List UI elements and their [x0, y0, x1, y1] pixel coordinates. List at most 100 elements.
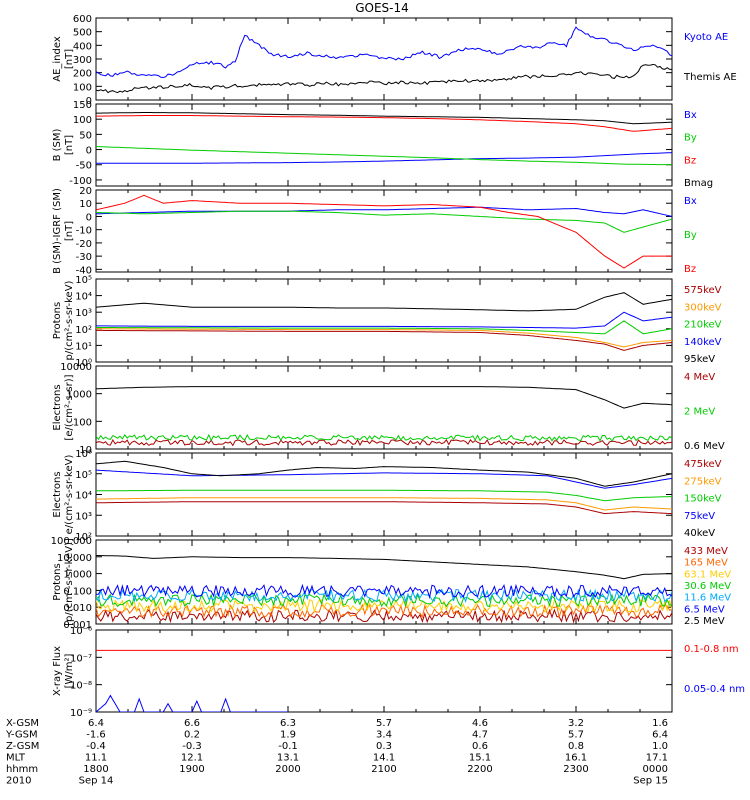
y-tick-label: -20: [76, 239, 92, 250]
legend-label: 4 MeV: [684, 372, 715, 383]
series-line-433-mev: [96, 608, 672, 624]
footer-value: 5.7: [376, 718, 392, 729]
series-group: [96, 26, 672, 94]
legend-label: 2.5 MeV: [684, 616, 725, 627]
y-axis-label: Electrons: [52, 471, 63, 517]
series-line-6-5-mev: [96, 583, 672, 600]
footer-row-label: MLT: [6, 753, 26, 764]
series-line-bmag: [96, 112, 672, 125]
y-tick-label: 100.000: [51, 536, 92, 547]
footer-value: 11.1: [85, 753, 107, 764]
y-tick-label: 200: [73, 69, 92, 80]
footer-value: 12.1: [181, 753, 203, 764]
legend-label: 63.1 MeV: [684, 569, 731, 580]
y-tick-label: 10⁴: [75, 292, 92, 303]
y-tick-label: 100: [73, 417, 92, 428]
y-tick-label: -40: [76, 265, 92, 276]
footer-value: 17.1: [646, 753, 668, 764]
y-tick-label: 600: [73, 14, 92, 25]
legend-label: 0.05-0.4 nm: [684, 684, 745, 695]
series-line-210kev: [96, 320, 672, 335]
footer-value: 6.3: [280, 718, 296, 729]
series-group: [96, 649, 672, 712]
legend-label: 210keV: [684, 320, 722, 331]
legend-label: 30.6 MeV: [684, 581, 731, 592]
y-axis-label: AE_index: [52, 36, 63, 82]
series-line-11-6-mev: [96, 588, 672, 604]
footer-value: -0.3: [182, 741, 202, 752]
y-tick-label: 150: [73, 100, 92, 111]
y-tick-label: 10: [79, 445, 92, 456]
y-tick-label: 10²: [75, 325, 92, 336]
legend-label: 40keV: [684, 528, 715, 539]
legend-label: By: [684, 133, 697, 144]
panel-3: 20 10 0 -10 -20 -30 -40 B (SM)-IGRF (SM) [nT] Bx B…: [52, 186, 697, 276]
series-group: [96, 194, 672, 269]
legend-label: 575keV: [684, 285, 722, 296]
series-line-kyoto-ae: [96, 26, 672, 79]
series-line-2-mev: [96, 433, 672, 442]
panel-8: 10⁻⁶ 10⁻⁷ 10⁻⁸ 10⁻⁹ X-ray Flux [W/m²] 0.1-0.8 …: [52, 626, 745, 719]
footer-value: 4.6: [472, 718, 488, 729]
legend-label: 300keV: [684, 302, 722, 313]
y-tick-label: 1.000: [63, 570, 92, 581]
y-axis-label: B (SM): [52, 128, 63, 161]
figure-title: GOES-14: [355, 1, 409, 15]
series-line-bz: [96, 115, 672, 132]
footer-value: -0.1: [278, 741, 298, 752]
footer-value: 15.1: [469, 753, 491, 764]
legend-label: Bmag: [684, 178, 713, 189]
footer-value: 2200: [467, 764, 492, 775]
footer-value: 16.1: [565, 753, 587, 764]
footer-row-label: hhmm: [6, 764, 38, 775]
footer-value: 5.7: [568, 730, 584, 741]
y-tick-label: 20: [79, 186, 92, 197]
footer-date-start: Sep 14: [79, 776, 114, 787]
panel-7: 100.000 10.000 1.000 0.100 0.010 0.001 Protons…: [51, 536, 732, 631]
y-tick-label: -10: [76, 226, 92, 237]
y-tick-label: 10: [79, 199, 92, 210]
legend-label: Kyoto AE: [684, 32, 728, 43]
series-line-300kev: [96, 328, 672, 348]
series-line-0-6-mev: [96, 386, 672, 409]
footer-value: -1.6: [86, 730, 106, 741]
legend-label: Bx: [684, 110, 697, 121]
legend-label: 140keV: [684, 337, 722, 348]
footer-value: 1900: [179, 764, 204, 775]
y-tick-label: 10²: [75, 532, 92, 543]
y-axis-label: Electrons: [52, 384, 63, 430]
y-tick-label: -30: [76, 252, 92, 263]
series-line-by: [96, 146, 672, 166]
footer-value: 0.8: [568, 741, 584, 752]
footer-value: 0.6: [472, 741, 488, 752]
series-group: [96, 460, 672, 515]
y-tick-label: 0.100: [63, 586, 92, 597]
series-group: [96, 112, 672, 166]
y-axis-label: B (SM)-IGRF (SM): [52, 188, 63, 274]
legend-label: Bx: [684, 196, 697, 207]
series-group: [96, 555, 672, 624]
y-tick-label: 10³: [75, 511, 92, 522]
footer-value: 1.6: [652, 718, 668, 729]
series-line-40kev: [96, 460, 672, 487]
legend-label: 475keV: [684, 459, 722, 470]
footer-value: 0.3: [376, 741, 392, 752]
footer-row-label: X-GSM: [6, 718, 39, 729]
y-tick-label: 10⁵: [75, 275, 92, 286]
series-line-bx: [96, 152, 672, 164]
y-axis-label: e/(cm²-s-sr-keV): [64, 455, 75, 535]
y-axis-label: [W/m²]: [64, 653, 75, 688]
footer-value: 14.1: [373, 753, 395, 764]
legend-label: Bz: [684, 264, 696, 275]
y-tick-label: 10⁻⁸: [70, 681, 92, 692]
series-line-themis-ae: [96, 63, 672, 94]
footer-value: 2100: [371, 764, 396, 775]
y-tick-label: 10³: [75, 308, 92, 319]
legend-label: 11.6 MeV: [684, 593, 731, 604]
footer-value: 6.6: [184, 718, 200, 729]
y-tick-label: 10¹: [75, 341, 92, 352]
y-tick-label: 10⁵: [75, 470, 92, 481]
y-tick-label: 10⁻⁷: [70, 653, 92, 664]
panel-1: 600 500 400 300 200 100 0 AE_index [nT] Kyoto AE T…: [52, 14, 737, 107]
y-tick-label: 10⁰: [75, 358, 92, 369]
